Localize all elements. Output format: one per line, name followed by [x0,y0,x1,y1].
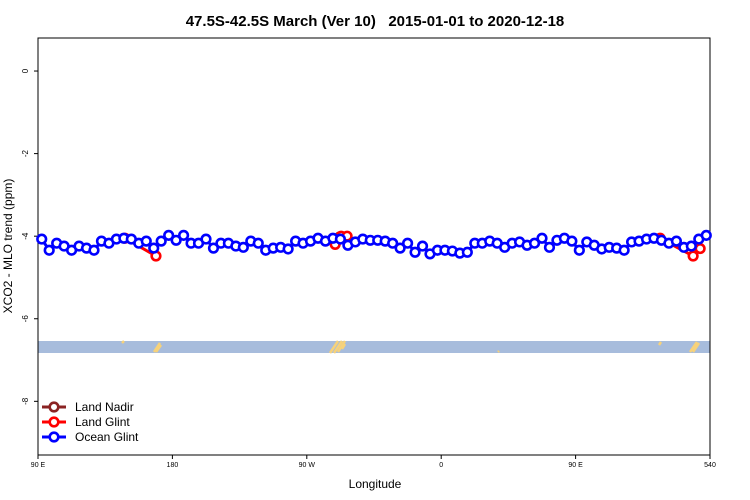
data-point [200,233,212,245]
data-point [148,242,160,254]
x-tick-label: 180 [167,462,179,469]
data-point [394,242,406,254]
data-point [402,237,414,249]
data-point [334,233,347,245]
data-point [566,235,578,247]
data-point [694,242,706,255]
legend-label: Ocean Glint [75,430,139,444]
x-tick-label: 540 [704,462,716,469]
data-point [155,235,167,247]
series [36,229,712,260]
data-point [528,237,541,249]
data-point [178,229,190,241]
x-tick-label: 90 E [568,462,583,469]
ocean-band [38,341,710,353]
x-tick-label: 0 [439,462,443,469]
legend-label: Land Glint [75,415,130,429]
data-point [700,229,712,241]
legend-marker [48,431,60,443]
y-tick-label: -8 [21,397,30,405]
data-point [409,246,421,258]
data-point [237,241,249,253]
data-point [387,237,399,249]
data-point [461,246,473,258]
data-point [536,232,548,244]
data-point [207,242,220,254]
data-point [252,237,264,249]
land-marks [121,340,701,354]
legend-marker [48,401,60,413]
data-point [43,244,55,256]
data-point [140,235,152,247]
data-point [687,250,699,262]
data-point [282,243,294,255]
data-point [163,229,175,241]
x-tick-label: 90 E [31,462,46,469]
data-point [416,240,429,252]
x-axis-label: Longitude [349,477,402,491]
chart-title: 47.5S-42.5S March (Ver 10) 2015-01-01 to… [186,13,565,30]
y-tick-label: -4 [21,232,30,240]
surface-band [38,340,710,354]
data-point [88,244,100,256]
legend-label: Land Nadir [75,400,134,414]
data-point [573,244,585,256]
y-tick-label: -6 [21,315,30,323]
data-point [543,241,556,253]
y-tick-label: 0 [21,68,30,73]
plot-frame [37,37,711,456]
y-tick-label: -2 [21,150,30,158]
legend-marker [48,416,60,428]
y-axis-label: XCO2 - MLO trend (ppm) [1,179,15,314]
data-point [685,240,697,252]
data-point [670,235,683,247]
data-point [36,233,48,245]
x-tick-label: 90 W [299,462,316,469]
data-point [170,234,182,246]
data-point [618,244,630,256]
